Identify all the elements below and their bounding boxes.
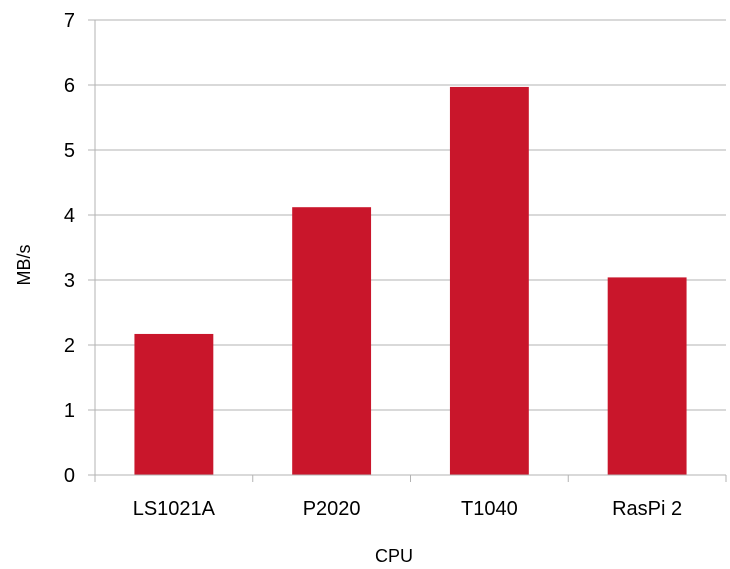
x-tick-label: RasPi 2: [612, 498, 682, 520]
x-tick-labels: LS1021A P2020 T1040 RasPi 2: [133, 498, 682, 520]
x-tick-label: P2020: [303, 498, 361, 520]
y-tick-label: 2: [64, 335, 75, 357]
bar: [134, 333, 214, 475]
y-tick-label: 5: [64, 140, 75, 162]
y-axis-title: MB/s: [14, 244, 34, 285]
axes: [88, 20, 727, 482]
bar: [607, 277, 687, 475]
x-tick-label: LS1021A: [133, 498, 216, 520]
x-axis-title: CPU: [375, 546, 413, 566]
y-tick-label: 6: [64, 75, 75, 97]
bar: [292, 207, 372, 475]
y-tick-labels: 0 1 2 3 4 5 6 7: [64, 10, 95, 487]
y-tick-label: 7: [64, 10, 75, 32]
y-tick-label: 1: [64, 400, 75, 422]
bar: [449, 86, 529, 475]
y-tick-label: 3: [64, 270, 75, 292]
bars: [134, 86, 687, 475]
x-tick-label: T1040: [461, 498, 518, 520]
y-tick-label: 0: [64, 465, 75, 487]
y-tick-label: 4: [64, 205, 75, 227]
